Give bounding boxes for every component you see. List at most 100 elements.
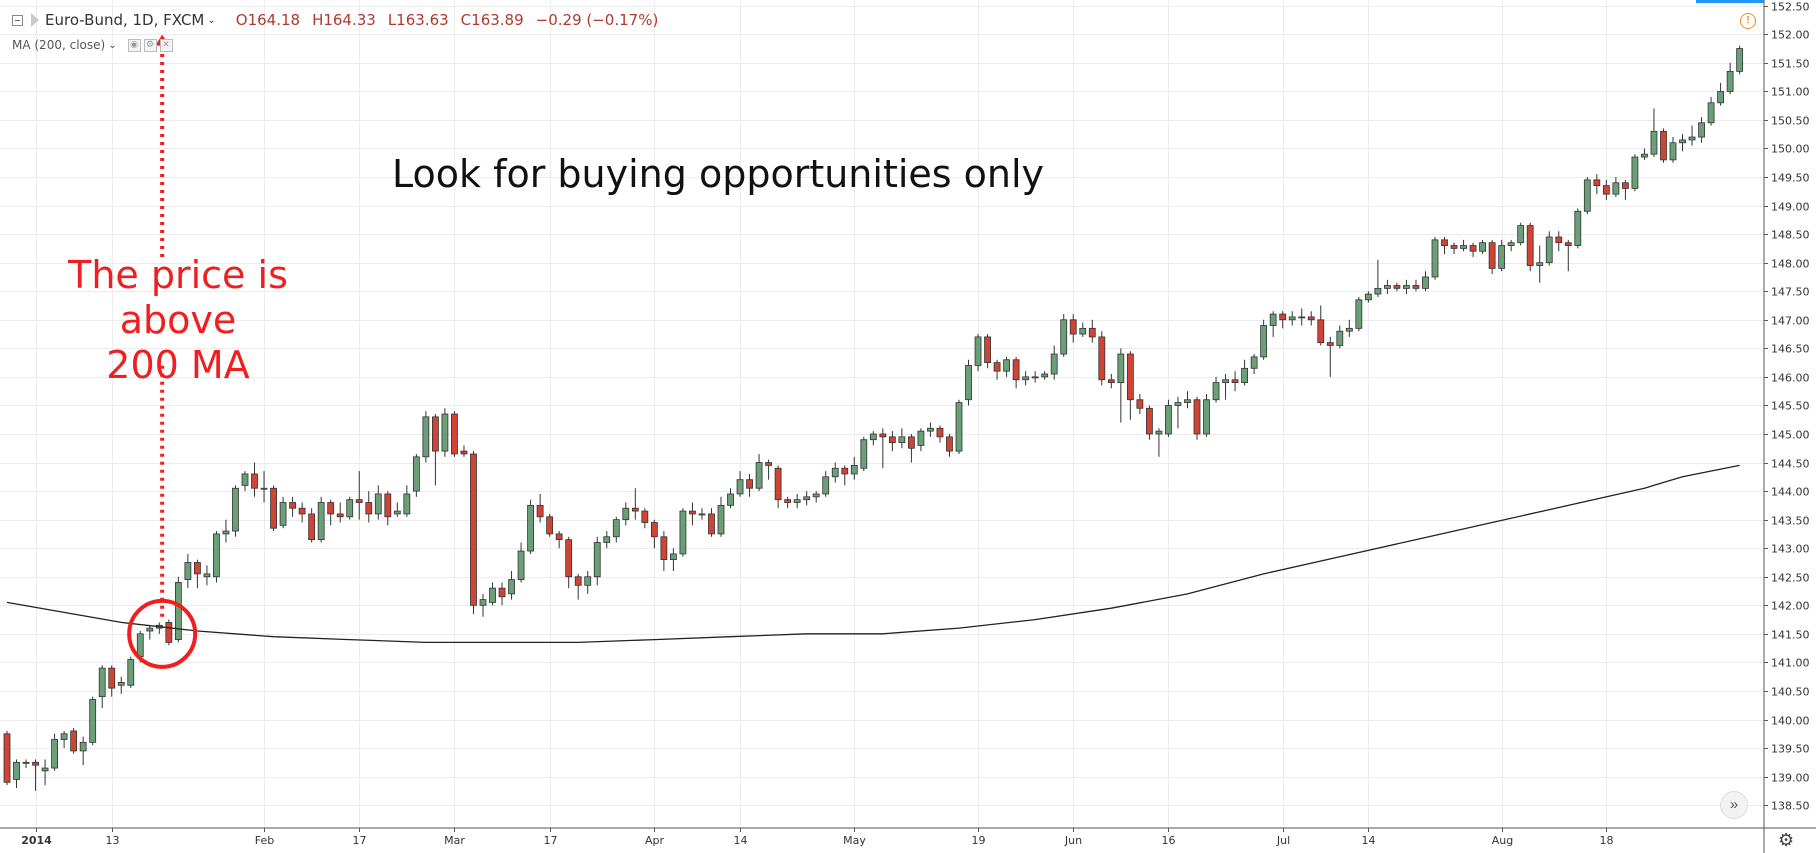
candle [689,502,696,526]
warning-circle-icon[interactable]: ! [1740,13,1756,29]
candle-body-down [1441,239,1448,246]
time-tick-label: 16 [1162,834,1176,847]
settings-icon[interactable]: ⚙ [143,38,157,52]
chevron-down-icon[interactable]: ⌄ [108,39,117,51]
candle [1469,242,1477,257]
candle [1241,359,1248,386]
candle-body-down [1193,399,1201,435]
candle [565,536,573,589]
price-tick-label: 145.50 [1771,400,1810,413]
candle-body-up [679,510,687,555]
candle [984,334,991,369]
candle [1698,117,1705,143]
candle [1079,322,1087,337]
candle [1422,271,1429,292]
candle [1031,371,1039,383]
candle-body-up [1498,245,1506,269]
price-tick-label: 149.50 [1771,172,1810,185]
candle-body-up [1422,276,1429,289]
candle-body-down [774,467,782,501]
candle [203,565,211,586]
candle-body-up [1517,225,1525,244]
chevron-down-icon[interactable]: ⌄ [207,14,216,26]
candle-body-up [222,530,230,535]
candle-body-up [1679,139,1686,144]
candle-body-up [1384,285,1391,289]
candle [1384,279,1391,295]
symbol-legend: Euro-Bund, 1D, FXCM ⌄ O164.18 H164.33 L1… [12,11,670,29]
candle [717,496,725,537]
candle [822,471,830,497]
candle-body-up [1717,90,1724,104]
candle [1022,371,1030,386]
candle [336,502,344,523]
candle [593,536,601,586]
candle-body-up [527,504,534,552]
candle [774,465,782,509]
candle [60,730,68,749]
candle-body-up [60,733,68,740]
candle-body-up [717,504,725,535]
callout-line-3: 200 MA [106,343,250,387]
close-icon[interactable]: ✕ [159,38,173,52]
candle-body-down [384,493,392,518]
candle [784,496,792,509]
symbol-title[interactable]: Euro-Bund, 1D, FXCM [45,11,205,29]
candle-body-up [622,507,630,521]
candle [508,571,515,600]
candle [1612,177,1620,198]
candle [555,531,563,549]
open-value: O164.18 [235,11,301,29]
candle [51,733,58,771]
candle-body-up [1536,262,1544,266]
candle-body-up [146,627,154,632]
candle-body-up [1431,239,1439,278]
candle-body-up [1260,325,1268,358]
flag-icon[interactable] [31,13,39,27]
candle-body-up [412,456,420,492]
candle [498,582,506,606]
candle-body-up [670,553,677,561]
candle-body-up [1574,210,1582,246]
candles-layer [3,45,1744,791]
candle-body-up [1250,356,1258,369]
candle [1165,399,1172,437]
low-value: L163.63 [387,11,449,29]
candle-body-down [1098,336,1106,381]
candle-body-down [460,450,468,455]
candle-body-up [136,633,144,658]
candle [936,425,944,443]
candle-body-up [736,479,744,495]
candle-body-down [1146,407,1153,435]
candle-body-down [1088,327,1096,338]
price-tick-label: 145.00 [1771,429,1810,442]
candle [917,428,925,452]
collapse-toggle[interactable] [12,14,23,26]
candle-body-up [1583,179,1591,212]
candle-body-down [193,562,201,575]
candle-body-up [831,467,839,478]
candle [670,548,677,572]
gear-icon[interactable]: ⚙ [1778,830,1795,850]
price-tick-label: 144.00 [1771,486,1810,499]
candle-body-down [1602,185,1610,195]
eye-icon[interactable]: ◉ [127,38,141,52]
candle [1441,236,1448,255]
candle [869,431,877,446]
candle [965,359,972,406]
candle-body-down [1660,130,1667,161]
candle [1345,319,1353,337]
candle [184,553,192,589]
candle-body-down [3,733,11,783]
candle-body-down [108,667,116,689]
double-chevron-right-icon[interactable]: » [1720,791,1748,819]
candle [908,433,915,463]
candle-body-up [1041,373,1049,378]
indicator-title[interactable]: MA (200, close) [12,38,106,52]
candle-body-up [1650,130,1658,155]
candle-body-up [727,493,734,506]
candle-body-up [803,496,811,501]
candle [650,519,658,549]
time-tick-label: Mar [444,834,465,847]
